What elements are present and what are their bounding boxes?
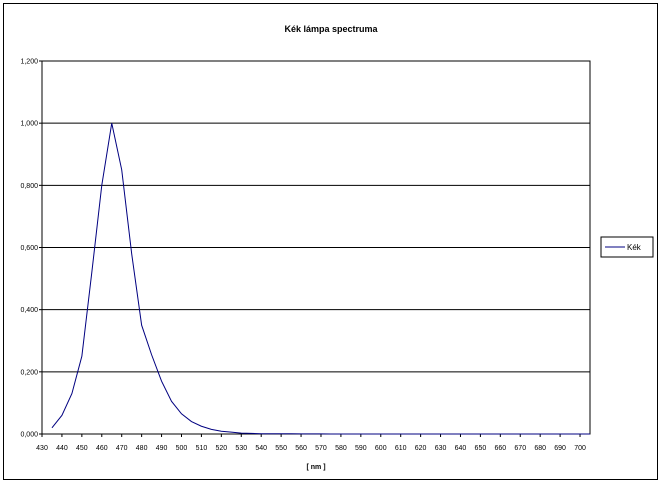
- x-tick-label: 480: [136, 445, 148, 452]
- y-tick-label: 1,000: [20, 121, 38, 128]
- x-tick-label: 580: [335, 445, 347, 452]
- x-tick-label: 650: [475, 445, 487, 452]
- y-tick-label: 1,200: [20, 59, 38, 66]
- x-tick-label: 510: [196, 445, 208, 452]
- x-tick-label: 620: [415, 445, 427, 452]
- legend: Kék: [600, 236, 654, 258]
- x-tick-label: 490: [156, 445, 168, 452]
- y-tick-label: 0,400: [20, 307, 38, 314]
- x-tick-label: 690: [554, 445, 566, 452]
- axis-ticks: 0,000 0,200 0,400 0,600 0,800 1,000 1,200 430 44…: [20, 59, 586, 453]
- x-tick-label: 590: [355, 445, 367, 452]
- x-tick-label: 700: [574, 445, 586, 452]
- y-tick-label: 0,200: [20, 369, 38, 376]
- x-tick-label: 600: [375, 445, 387, 452]
- x-tick-label: 630: [435, 445, 447, 452]
- x-tick-label: 450: [76, 445, 88, 452]
- y-tick-label: 0,600: [20, 245, 38, 252]
- x-axis-label: [ nm ]: [306, 464, 325, 471]
- x-tick-label: 440: [56, 445, 68, 452]
- x-tick-label: 470: [116, 445, 128, 452]
- series-layer: [51, 123, 590, 435]
- x-tick-label: 610: [395, 445, 407, 452]
- x-tick-label: 680: [534, 445, 546, 452]
- x-tick-label: 570: [315, 445, 327, 452]
- series-line-kek: [51, 123, 590, 435]
- x-tick-label: 670: [514, 445, 526, 452]
- legend-box: [600, 236, 654, 258]
- x-tick-label: 540: [255, 445, 267, 452]
- x-tick-label: 660: [494, 445, 506, 452]
- x-tick-label: 530: [235, 445, 247, 452]
- x-tick-label: 550: [275, 445, 287, 452]
- x-tick-label: 500: [176, 445, 188, 452]
- x-tick-label: 460: [96, 445, 108, 452]
- x-tick-label: 640: [455, 445, 467, 452]
- x-tick-label: 520: [216, 445, 228, 452]
- legend-label-kek: Kék: [627, 243, 642, 252]
- y-tick-label: 0,800: [20, 183, 38, 190]
- x-tick-label: 430: [36, 445, 48, 452]
- chart-title: Kék lámpa spectruma: [284, 24, 378, 34]
- x-tick-label: 560: [295, 445, 307, 452]
- y-tick-label: 0,000: [20, 432, 38, 439]
- gridlines: [42, 122, 590, 373]
